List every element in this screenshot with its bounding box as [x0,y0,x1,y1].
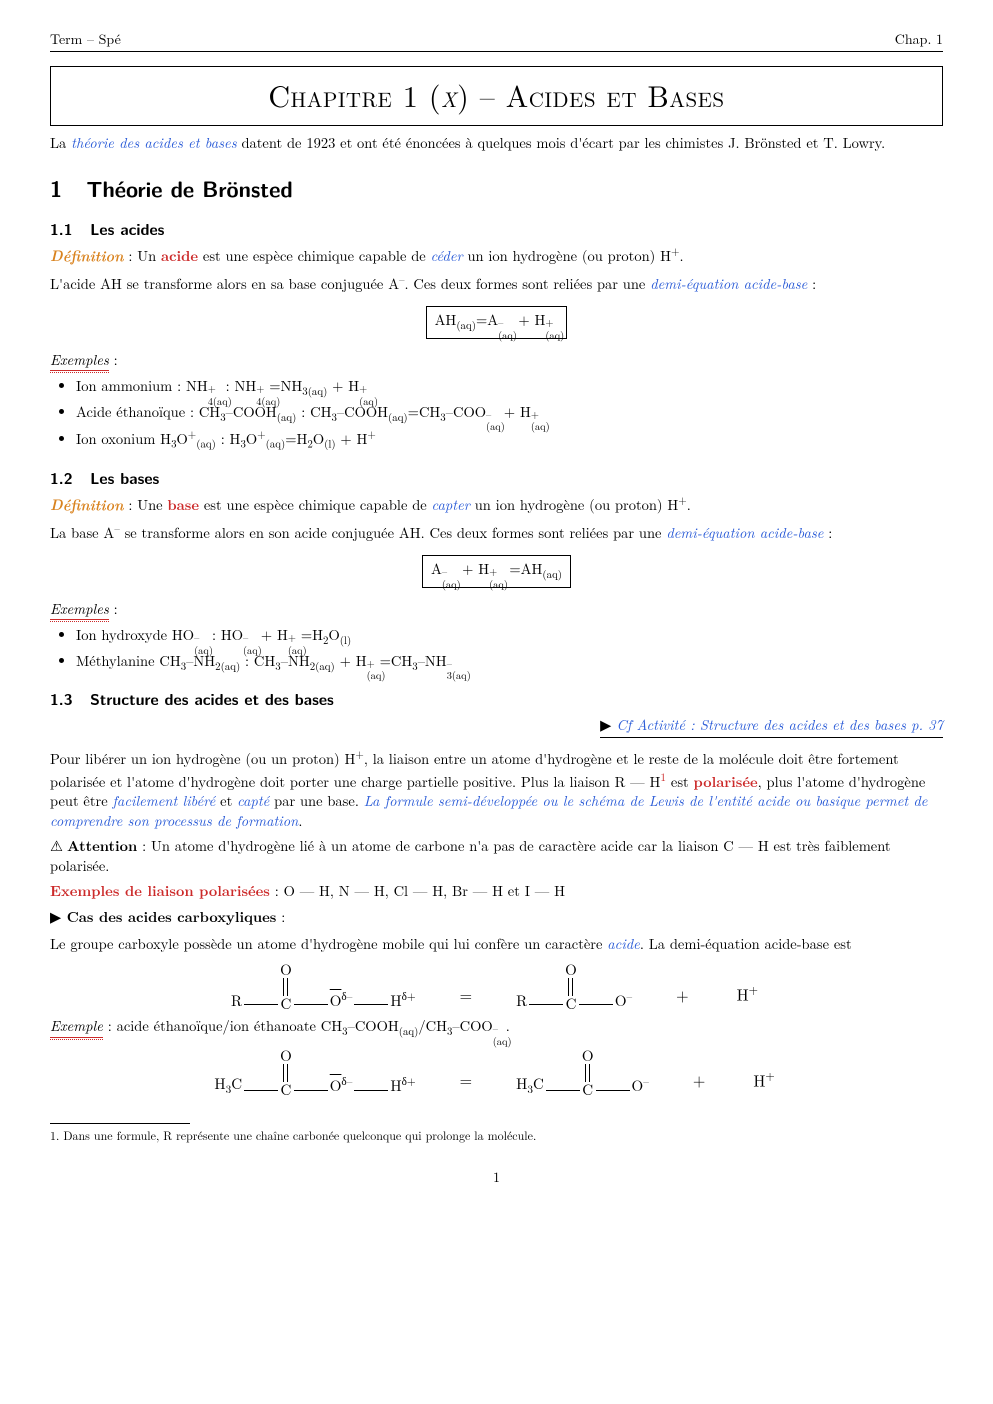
eq2-box: A–(aq) + H+(aq) =AH(aq) [50,549,943,594]
activity-link-row: ▶ Cf Activité : Structure des acides et … [50,716,943,739]
s12-line2: La base A– se transforme alors en son ac… [50,522,943,543]
list-item: Ion hydroxyde HO–(aq) : HO–(aq) + H+(aq)… [76,626,943,649]
footnote-1: 1. Dans une formule, R représente une ch… [50,1128,943,1144]
s11-definition: Définition : Un acide est une espèce chi… [50,245,943,266]
header-left: Term – Spé [50,30,121,49]
list-item: Ion ammonium : NH+4(aq) : NH+4(aq)=NH3(a… [76,377,943,400]
subsection-1-2: 1.2 Les bases [50,467,943,489]
s11-line2: L'acide AH se transforme alors en sa bas… [50,273,943,294]
chapter-title: Chapitre 1 (χ) – Acides et Bases [268,73,724,116]
subsection-1-1: 1.1 Les acides [50,218,943,240]
s12-examples: Ion hydroxyde HO–(aq) : HO–(aq) + H+(aq)… [76,626,943,674]
molecule-equation-1: R OC Oδ– Hδ+ = R OC O– + H+ [50,962,943,1011]
s13-paragraph: Pour libérer un ion hydrogène (ou un pro… [50,748,943,831]
example-ethanoic: Exemple : acide éthanoïque/ion éthanoate… [50,1017,943,1040]
polarised-examples: Exemples de liaison polarisées : O — H, … [50,882,943,902]
s12-definition: Définition : Une base est une espèce chi… [50,494,943,515]
header-right: Chap. 1 [895,30,943,49]
eq1-box: AH(aq)=A–(aq) + H+(aq) [50,300,943,345]
carbox-heading: ▶ Cas des acides carboxyliques : [50,908,943,929]
footnote-rule [50,1123,943,1124]
examples-label-2: Exemples : [50,600,943,621]
molecule-equation-2: H3C OC Oδ– Hδ+ = H3C OC O– + H+ [50,1048,943,1097]
page-number: 1 [50,1168,943,1187]
attention-paragraph: Attention : Un atome d'hydrogène lié à u… [50,837,943,876]
list-item: Acide éthanoïque : CH3–COOH(aq) : CH3–CO… [76,403,943,426]
subsection-1-3: 1.3 Structure des acides et des bases [50,688,943,710]
section-1: 1 Théorie de Brönsted [50,174,943,204]
examples-label-1: Exemples : [50,351,943,372]
carbox-paragraph: Le groupe carboxyle possède un atome d'h… [50,935,943,955]
s11-examples: Ion ammonium : NH+4(aq) : NH+4(aq)=NH3(a… [76,377,943,453]
intro-paragraph: La théorie des acides et bases datent de… [50,134,943,154]
list-item: Ion oxonium H3O+(aq) : H3O+(aq)=H2O(l) +… [76,428,943,452]
header-rule [50,51,943,52]
activity-link[interactable]: ▶ Cf Activité : Structure des acides et … [600,716,943,739]
page-header: Term – Spé Chap. 1 [50,30,943,49]
chapter-box: Chapitre 1 (χ) – Acides et Bases [50,66,943,127]
